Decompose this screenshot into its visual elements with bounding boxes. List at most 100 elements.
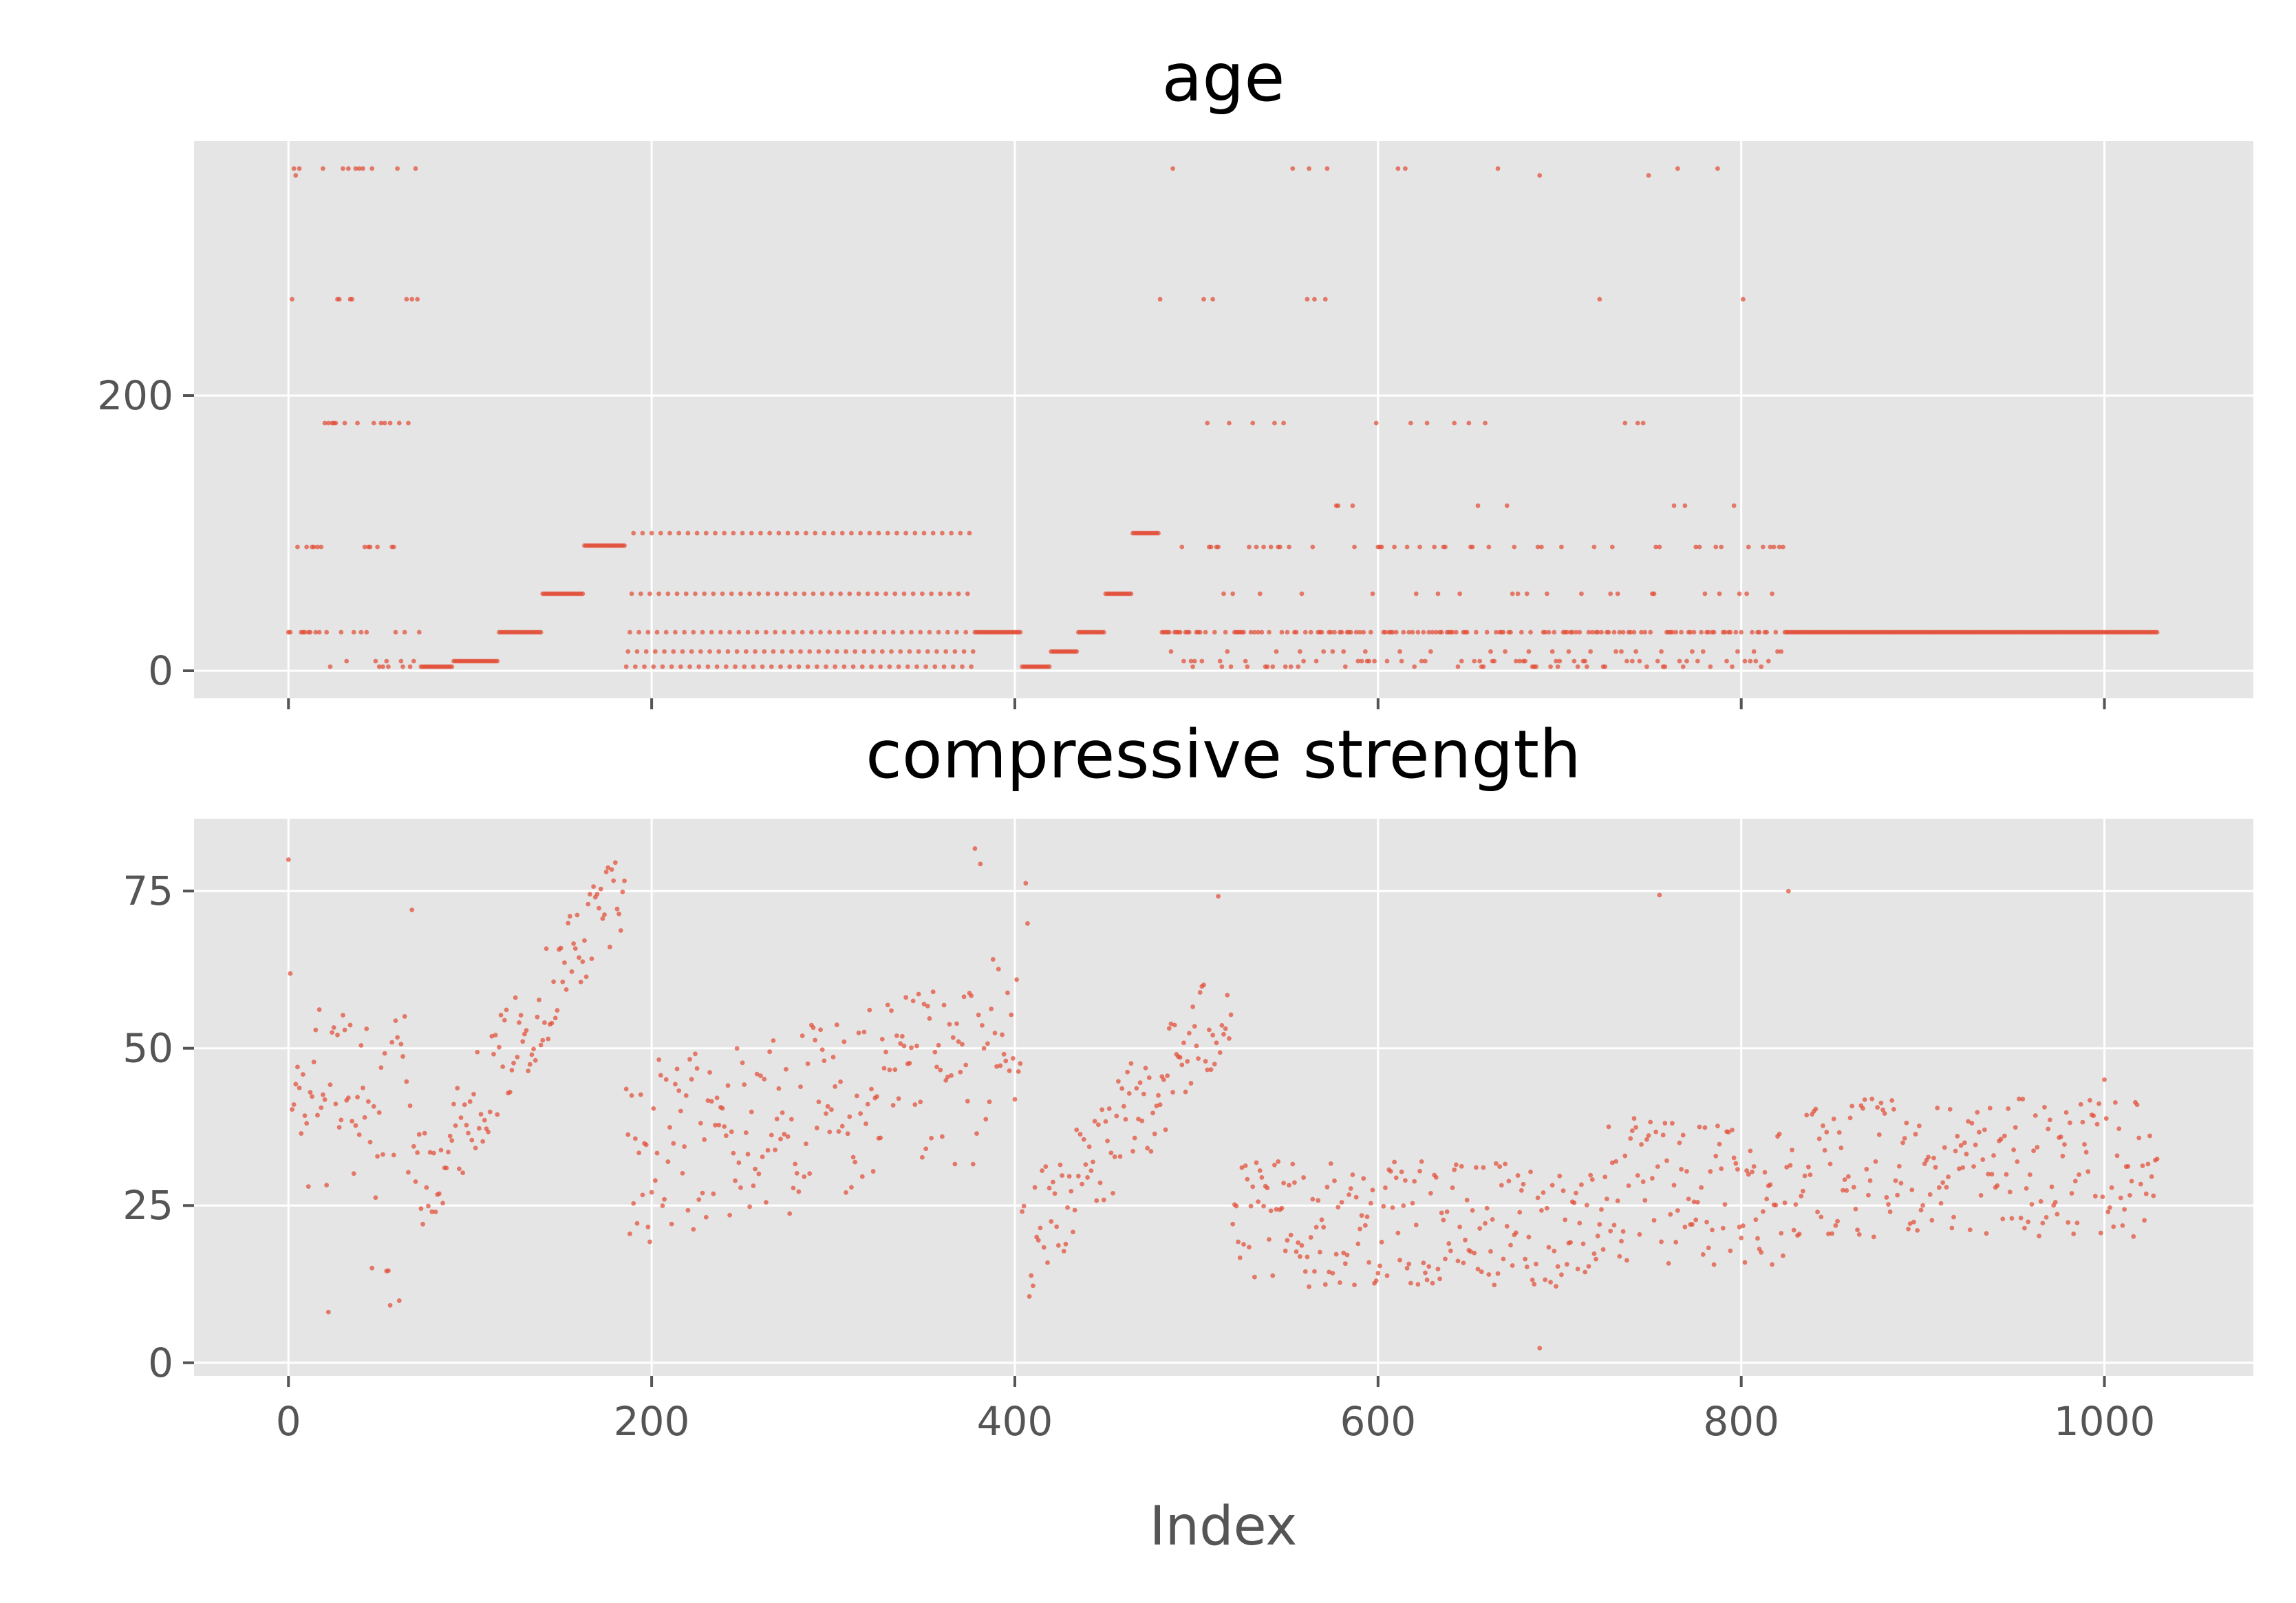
age-point [654,630,660,635]
strength-point [2100,1194,2105,1200]
strength-point [850,1154,856,1160]
strength-point [2111,1224,2116,1229]
strength-point [1029,1273,1034,1278]
age-point [898,649,903,654]
age-point [738,591,743,596]
strength-point [1554,1284,1558,1289]
age-point [1713,544,1719,550]
age-point [954,630,959,635]
strength-point [1860,1106,1865,1111]
strength-point [489,1033,495,1039]
strength-point [1902,1136,1907,1141]
strength-point [515,1055,520,1059]
age-point [885,530,890,536]
strength-point [714,1095,720,1101]
strength-point [2060,1153,2066,1159]
strength-point [1361,1176,1366,1181]
strength-point [1177,1055,1183,1060]
strength-point [671,1141,676,1146]
strength-point [1586,1264,1591,1269]
strength-point [849,1185,854,1190]
strength-point [2109,1185,2114,1190]
strength-point [1283,1248,1288,1254]
strength-point [632,1136,638,1141]
strength-point [954,1021,959,1026]
strength-point [587,892,592,897]
strength-point [608,945,612,949]
strength-y-tick-label: 75 [122,868,173,914]
strength-point [1856,1231,1862,1237]
age-point [2154,630,2160,635]
strength-point [1060,1173,1064,1179]
strength-point [572,946,578,951]
strength-point [603,869,609,874]
strength-point [896,1096,901,1101]
age-point [538,630,544,635]
strength-point [1821,1123,1825,1128]
strength-point [511,1060,516,1066]
strength-point [2052,1199,2058,1205]
strength-point [1935,1106,1940,1110]
strength-point [1455,1258,1461,1264]
age-point [1305,297,1310,302]
strength-point [2105,1209,2111,1214]
strength-point [1684,1169,1689,1174]
age-point [736,630,742,635]
strength-point [2122,1207,2127,1212]
strength-point [2085,1169,2091,1174]
strength-point [1032,1185,1038,1190]
strength-point [355,1095,360,1100]
age-point [773,630,777,635]
age-point [1751,649,1757,654]
strength-point [2074,1220,2080,1226]
strength-point [1265,1185,1270,1191]
age-point [324,630,330,635]
age-gridlines [194,141,2253,698]
age-point [1250,420,1256,426]
strength-point [315,1112,320,1118]
strength-point [1020,1209,1024,1214]
age-point [1297,649,1302,654]
strength-point [1324,1185,1330,1190]
strength-point [1677,1140,1682,1145]
age-point [351,630,356,635]
strength-point [1237,1255,1243,1260]
age-point [1341,649,1347,654]
age-point [1599,630,1604,635]
strength-point [1855,1227,1860,1233]
age-point [1569,630,1575,635]
strength-point [1851,1185,1856,1190]
age-point [1635,420,1640,426]
strength-point [345,1095,351,1101]
age-point [889,649,894,654]
strength-point [1871,1234,1876,1240]
age-point [311,544,316,550]
strength-point [324,1183,330,1188]
age-point [1575,664,1580,669]
strength-point [867,1007,872,1013]
strength-point [335,1032,340,1037]
age-point [1779,649,1784,654]
strength-point [1697,1124,1702,1130]
strength-point [1041,1245,1047,1250]
age-point [751,664,756,669]
age-point [1350,503,1355,508]
age-point [353,166,358,171]
strength-point [1475,1267,1481,1272]
strength-point [591,884,597,890]
strength-point [1051,1179,1055,1185]
age-point [1219,664,1225,669]
age-point [671,649,676,654]
age-point [623,664,629,669]
age-point [1296,664,1301,669]
strength-point [1784,1165,1790,1170]
age-point [961,649,967,654]
strength-point [1069,1188,1074,1194]
strength-point [1344,1252,1350,1258]
strength-point [784,1066,788,1072]
age-point [1771,544,1777,550]
strength-point [1519,1187,1524,1193]
age-point [1384,658,1390,664]
strength-point [549,1020,555,1026]
